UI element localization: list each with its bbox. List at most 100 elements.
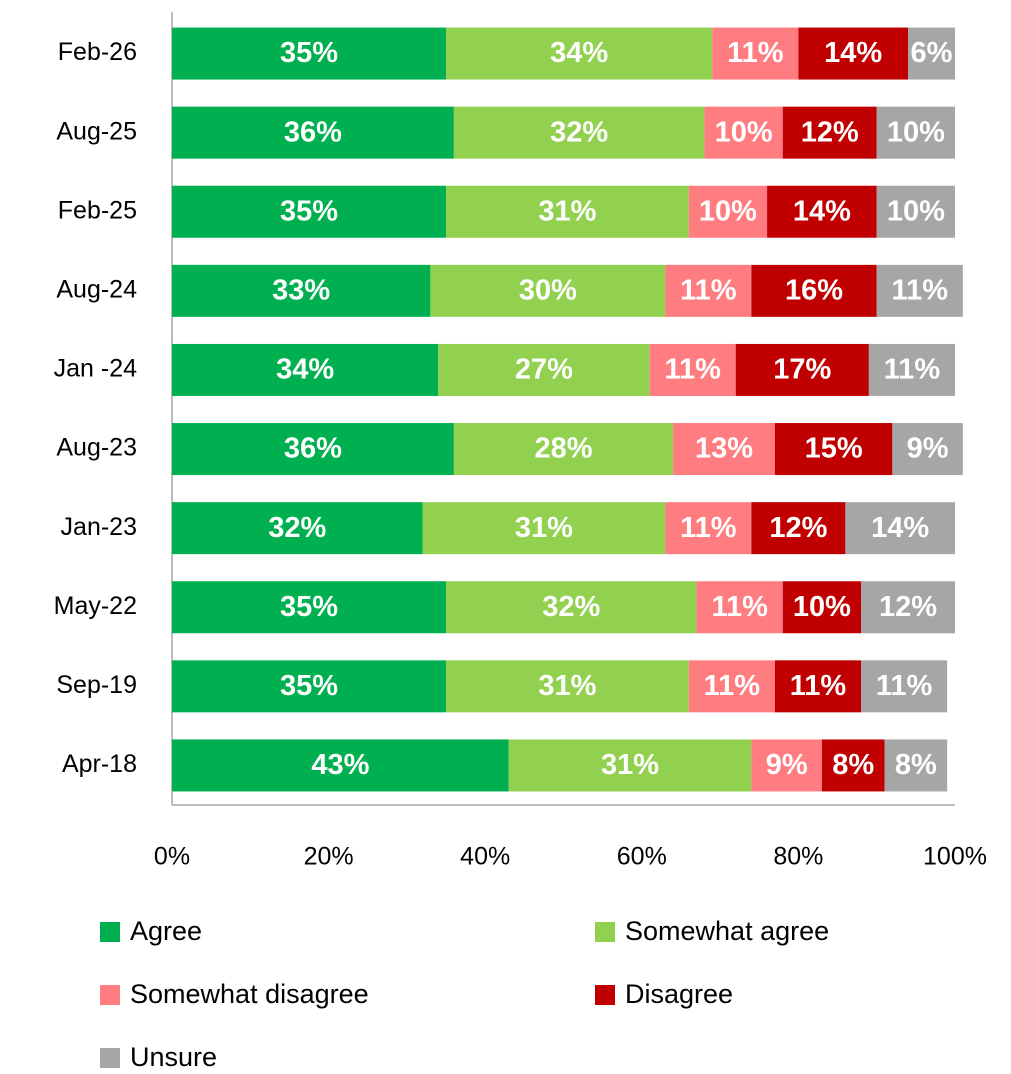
bar-segment: [172, 27, 447, 80]
y-tick-label: Feb-25: [58, 196, 137, 224]
bar-segment: [767, 185, 877, 238]
data-label: 32%: [268, 512, 326, 544]
bar-segment: [782, 581, 862, 634]
bar-segment: [172, 264, 431, 317]
data-label: 12%: [801, 116, 859, 148]
bar-segment: [704, 106, 783, 159]
y-tick-label: Feb-26: [58, 38, 137, 66]
bar-segment: [876, 106, 955, 159]
bar-segment: [782, 106, 877, 159]
bar-segment: [821, 739, 885, 792]
data-label: 12%: [769, 512, 827, 544]
bar-segment: [861, 581, 955, 634]
bar-segment: [751, 739, 822, 792]
bar-segment: [774, 660, 862, 713]
bar-segment: [446, 27, 713, 80]
data-label: 32%: [550, 116, 608, 148]
data-label: 34%: [276, 354, 334, 386]
data-label: 35%: [280, 670, 338, 702]
bar-segment: [446, 185, 689, 238]
bar-segment: [712, 27, 799, 80]
bar-segment: [430, 264, 666, 317]
bar-segment: [892, 423, 963, 476]
bar-segment: [438, 343, 650, 396]
bar-segment: [172, 423, 454, 476]
bar-segment: [774, 423, 893, 476]
data-label: 8%: [832, 749, 874, 781]
x-tick-label: 40%: [460, 843, 510, 871]
data-label: 9%: [907, 433, 949, 465]
bar-segment: [673, 423, 775, 476]
bar-segment: [908, 27, 955, 80]
y-tick-label: Jan -24: [54, 355, 137, 383]
bar-segment: [751, 502, 846, 555]
y-tick-label: Jan-23: [61, 513, 137, 541]
data-label: 30%: [519, 275, 577, 307]
bar-segment: [696, 581, 783, 634]
data-label: 33%: [272, 275, 330, 307]
data-label: 13%: [695, 433, 753, 465]
data-label: 31%: [538, 195, 596, 227]
data-label: 10%: [715, 116, 773, 148]
data-label: 10%: [793, 591, 851, 623]
legend-swatch: [595, 985, 615, 1005]
data-label: 35%: [280, 195, 338, 227]
y-tick-label: Aug-24: [56, 275, 137, 303]
legend-swatch: [100, 922, 120, 942]
data-label: 14%: [824, 37, 882, 69]
bar-segment: [422, 502, 666, 555]
data-label: 28%: [534, 433, 592, 465]
data-label: 11%: [680, 275, 737, 307]
data-label: 36%: [284, 116, 342, 148]
data-label: 12%: [879, 591, 937, 623]
y-tick-label: May-22: [54, 592, 137, 620]
bar-segment: [665, 264, 752, 317]
data-label: 11%: [727, 37, 784, 69]
bar-segment: [172, 739, 509, 792]
data-label: 16%: [785, 275, 843, 307]
data-label: 11%: [664, 354, 721, 386]
bar-segment: [172, 106, 454, 159]
data-label: 34%: [550, 37, 608, 69]
x-tick-label: 60%: [617, 843, 667, 871]
bar-segment: [845, 502, 955, 555]
data-label: 35%: [280, 37, 338, 69]
data-label: 36%: [284, 433, 342, 465]
y-tick-label: Apr-18: [62, 750, 137, 778]
data-label: 14%: [871, 512, 929, 544]
bar-segment: [876, 185, 955, 238]
legend-label: Somewhat disagree: [130, 979, 369, 1009]
data-label: 11%: [790, 670, 847, 702]
legend-swatch: [100, 1048, 120, 1068]
bar-segment: [868, 343, 955, 396]
bar-segment: [735, 343, 869, 396]
y-tick-label: Aug-25: [56, 117, 137, 145]
data-label: 27%: [515, 354, 573, 386]
data-label: 31%: [538, 670, 596, 702]
bar-segment: [751, 264, 877, 317]
bar-segment: [876, 264, 963, 317]
data-label: 10%: [887, 195, 945, 227]
data-label: 31%: [601, 749, 659, 781]
data-label: 11%: [876, 670, 933, 702]
data-label: 31%: [515, 512, 573, 544]
bar-segment: [453, 106, 705, 159]
bar-segment: [688, 660, 775, 713]
bar-segment: [172, 185, 447, 238]
bar-segment: [508, 739, 752, 792]
bar-segment: [665, 502, 752, 555]
x-tick-label: 80%: [773, 843, 823, 871]
legend-swatch: [595, 922, 615, 942]
y-tick-label: Aug-23: [56, 434, 137, 462]
data-label: 11%: [711, 591, 768, 623]
data-label: 35%: [280, 591, 338, 623]
legend-label: Disagree: [625, 979, 733, 1009]
bar-segment: [172, 581, 447, 634]
data-label: 11%: [680, 512, 737, 544]
data-label: 32%: [542, 591, 600, 623]
bar-segment: [688, 185, 768, 238]
y-tick-label: Sep-19: [56, 671, 137, 699]
data-label: 11%: [704, 670, 761, 702]
bar-segment: [172, 343, 439, 396]
